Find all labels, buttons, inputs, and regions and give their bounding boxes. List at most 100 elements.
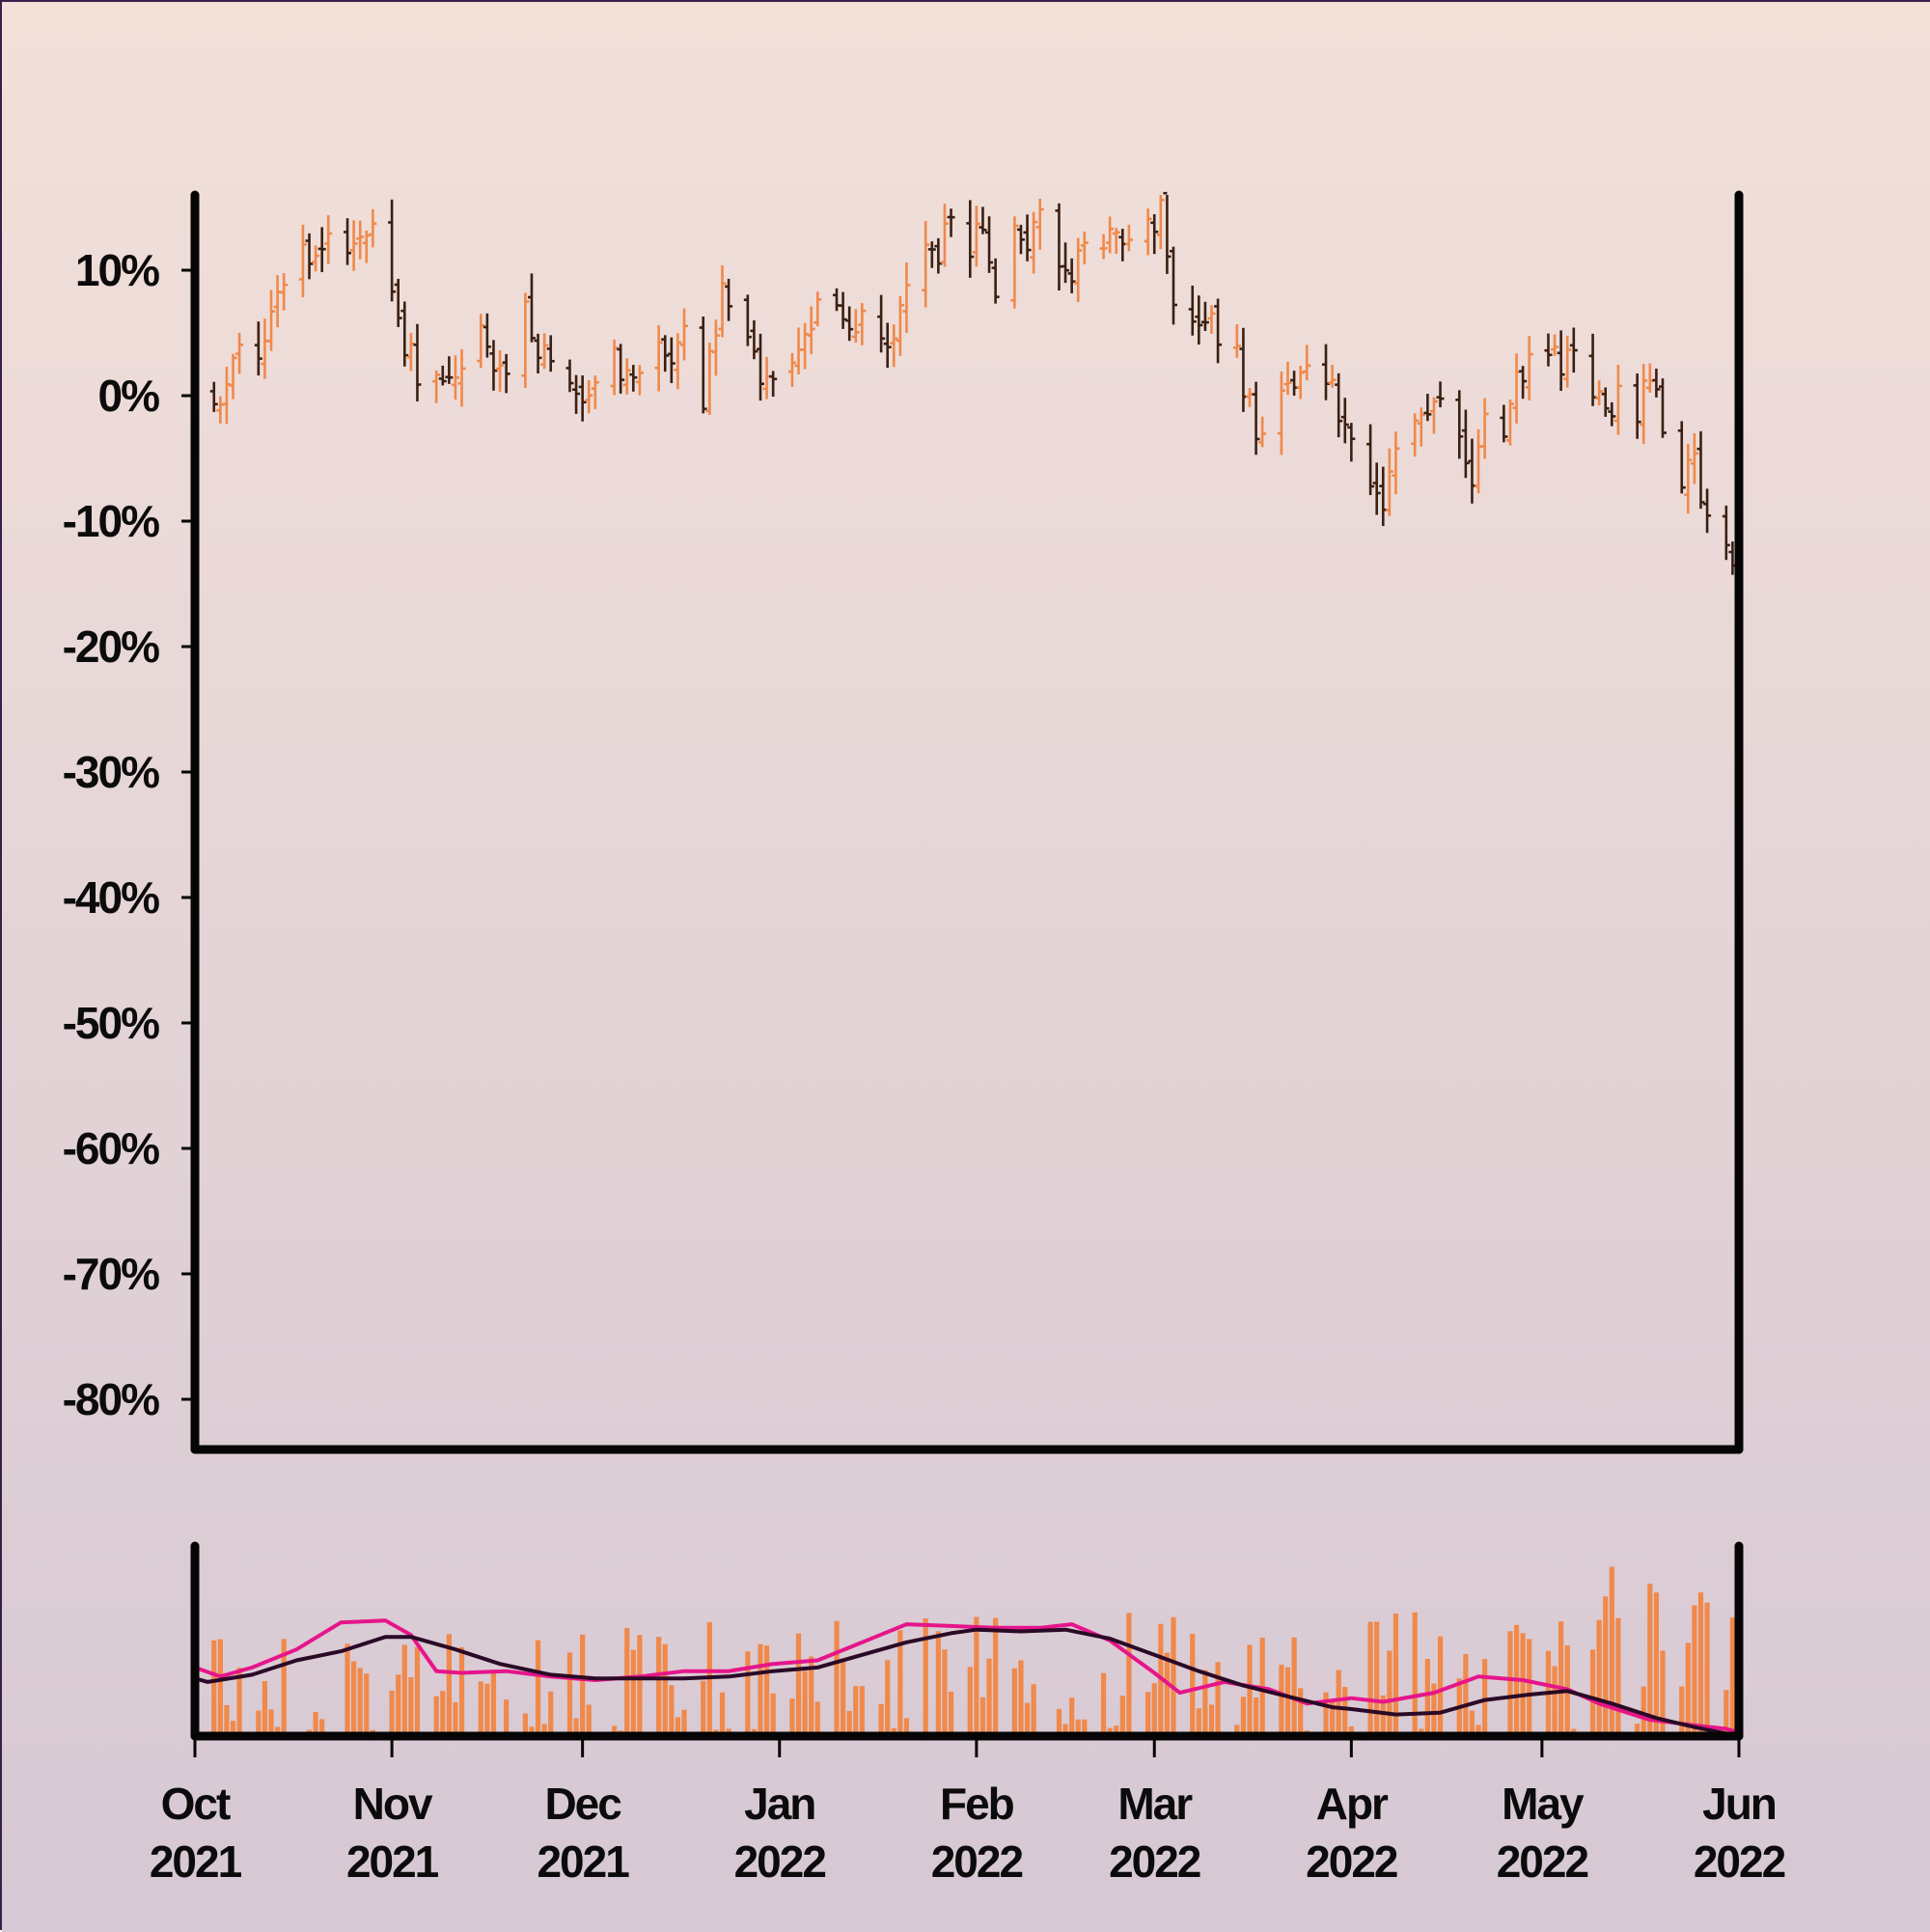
ohlc-bar [496,349,505,392]
volume-bar [262,1681,268,1736]
ohlc-bar [1258,416,1267,448]
ohlc-bar [1195,295,1203,345]
volume-bar [1024,1702,1031,1736]
ohlc-bar [610,339,619,396]
volume-bar [1062,1724,1068,1736]
volume-bar [935,1631,941,1736]
ohlc-bar [787,352,796,388]
volume-bar [1330,1701,1336,1736]
volume-bar [440,1691,446,1736]
volume-panel [192,1566,1742,1738]
volume-bar [763,1645,770,1736]
ohlc-bar [896,295,904,356]
ohlc-bar [1677,421,1686,494]
x-axis-tick-label-year: 2022 [734,1836,826,1887]
volume-bar [1367,1621,1373,1736]
volume-bar [236,1668,242,1736]
volume-bar [580,1634,586,1736]
y-axis-tick-label: -70% [63,1249,159,1299]
ohlc-bar [807,306,815,354]
ohlc-bar [661,335,670,373]
volume-bar [566,1652,573,1736]
volume-bar [230,1721,236,1736]
ohlc-bar [757,333,765,401]
volume-bar [446,1634,452,1736]
volume-bar [389,1690,395,1736]
ohlc-bar [922,221,930,308]
volume-bar [217,1639,223,1736]
volume-bar [719,1692,726,1736]
ohlc-bar [1500,404,1508,443]
ohlc-bar [991,258,1000,304]
volume-bar [859,1686,865,1736]
x-axis-tick-label-year: 2021 [150,1836,242,1887]
ohlc-bar [591,375,599,409]
ohlc-bar [1335,373,1343,438]
volume-bar [1392,1614,1399,1736]
ohlc-bar [1595,380,1604,406]
ohlc-bar [1150,213,1159,255]
ohlc-bar [1722,505,1730,561]
volume-bar [853,1686,859,1736]
ohlc-bar [298,224,307,297]
volume-bar [1704,1602,1710,1736]
axes-layer: 10% 0% -10% -20% -30% -40% -50% -60% -70% -80% Oct… [63,190,1787,1887]
ohlc-bar [1480,398,1489,459]
volume-bar [268,1709,274,1736]
volume-bar [897,1630,903,1736]
ohlc-bar [1156,195,1165,250]
x-axis-tick-label-year: 2021 [346,1836,439,1887]
ohlc-bar [769,371,778,398]
volume-bar [408,1676,414,1736]
volume-bar [809,1656,814,1736]
x-axis-tick-label-month: Jan [744,1779,814,1829]
volume-bar [758,1643,763,1736]
volume-bar [1011,1668,1017,1736]
ohlc-bar [1099,234,1108,260]
y-axis-tick-label: -50% [63,998,159,1048]
volume-bar [1018,1660,1024,1736]
ohlc-bar [267,290,276,351]
volume-bar [1552,1666,1558,1736]
ohlc-bar [877,294,886,353]
volume-bar [770,1693,776,1736]
volume-bar [1208,1704,1215,1736]
ohlc-bar [1106,216,1115,254]
volume-bar [1348,1725,1354,1736]
ohlc-bar [966,200,975,278]
volume-bar [529,1726,535,1736]
ohlc-bar [1200,301,1209,331]
ohlc-bar [1144,207,1152,256]
ohlc-bar [858,303,867,345]
volume-bar [396,1674,401,1736]
volume-bar [1069,1697,1075,1736]
ohlc-bar [1696,430,1705,510]
x-axis-tick-label-month: Nov [353,1779,433,1829]
volume-bar [1234,1725,1240,1736]
ohlc-bar [1569,327,1578,373]
y-axis-tick-label: -20% [63,621,159,672]
ohlc-bar [667,337,676,383]
volume-bar [948,1691,954,1736]
volume-bar [1056,1708,1062,1736]
ohlc-bar [1557,330,1565,392]
volume-bar [1692,1605,1697,1736]
ohlc-bar [1436,381,1445,408]
volume-bar [1609,1566,1614,1736]
volume-bar [541,1724,547,1736]
volume-bar [1603,1596,1609,1736]
volume-bar [548,1691,554,1736]
volume-bar [1558,1621,1564,1736]
volume-bar [1615,1617,1621,1736]
volume-bar [1031,1684,1036,1736]
x-axis-tick-label-year: 2022 [1694,1836,1785,1887]
volume-bar [1279,1664,1284,1736]
ohlc-bar [1035,198,1044,250]
volume-bar [885,1660,891,1736]
volume-bar [478,1681,483,1736]
ohlc-bar [438,365,447,386]
ohlc-bar [1411,413,1420,457]
ohlc-bar [1551,334,1559,356]
volume-bar [846,1710,852,1736]
ohlc-bar [890,324,898,368]
